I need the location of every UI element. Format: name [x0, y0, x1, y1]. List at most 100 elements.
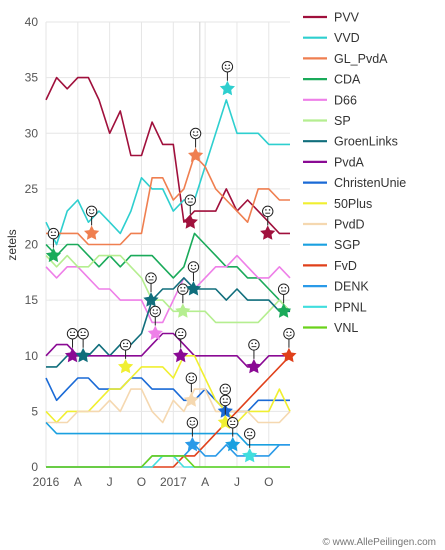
- neutral-face-icon: [175, 328, 187, 340]
- marker-ppnl: [242, 428, 258, 463]
- neutral-face-icon: [145, 272, 157, 284]
- legend-item-ppnl: PPNL: [303, 300, 367, 314]
- y-tick-label: 5: [31, 404, 38, 418]
- marker-pvda: [246, 339, 262, 374]
- face-eye: [69, 331, 72, 334]
- marker-star: [173, 347, 189, 363]
- face-eye: [286, 331, 288, 334]
- marker-star: [64, 347, 81, 363]
- face-eye: [148, 275, 151, 278]
- face-outline: [262, 205, 274, 218]
- x-tick-label: A: [74, 475, 82, 489]
- face-outline: [219, 394, 231, 407]
- legend-label: VVD: [334, 31, 360, 45]
- face-eye: [188, 375, 191, 378]
- neutral-face-icon: [227, 417, 239, 429]
- face-mouth: [152, 312, 159, 315]
- face-mouth: [224, 67, 231, 70]
- marker-cda: [276, 283, 292, 318]
- face-eye: [190, 264, 193, 267]
- face-eye: [73, 331, 76, 334]
- y-tick-label: 25: [25, 182, 39, 196]
- legend-label: PvdD: [334, 218, 365, 232]
- marker-star: [183, 392, 199, 407]
- face-outline: [243, 428, 256, 440]
- legend-label: SGP: [334, 238, 360, 252]
- neutral-face-icon: [77, 328, 89, 340]
- face-eye: [89, 209, 91, 211]
- marker-groenlinks: [75, 328, 91, 363]
- face-eye: [54, 231, 57, 233]
- marker-vvd: [219, 61, 235, 96]
- face-eye: [196, 131, 199, 133]
- face-mouth: [192, 134, 199, 137]
- face-eye: [265, 209, 267, 211]
- legend-item-pvdd: PvdD: [303, 218, 365, 232]
- face-eye: [187, 197, 190, 200]
- face-mouth: [88, 212, 95, 215]
- smile-face-icon: [189, 127, 202, 140]
- face-outline: [277, 283, 290, 295]
- smile-face-icon: [85, 205, 98, 218]
- face-outline: [145, 272, 157, 284]
- legend-label: FvD: [334, 259, 357, 273]
- face-outline: [85, 205, 98, 218]
- face-eye: [268, 209, 271, 211]
- neutral-face-icon: [248, 339, 260, 351]
- face-eye: [80, 331, 83, 334]
- legend-label: GL_PvdA: [334, 52, 388, 66]
- legend-item-vvd: VVD: [303, 31, 360, 45]
- marker-pvda: [173, 328, 189, 363]
- series-line-pvdd: [46, 388, 291, 424]
- face-eye: [92, 209, 95, 211]
- legend-item-christenunie: ChristenUnie: [303, 176, 406, 190]
- face-eye: [284, 286, 287, 289]
- y-axis-title: zetels: [5, 229, 19, 260]
- series-line-d66: [45, 254, 291, 324]
- marker-star: [147, 325, 163, 340]
- legend: PVV VVD GL_PvdA CDA D66 SP GroenLinks PvdA Chris…: [303, 11, 406, 335]
- marker-pvv: [260, 205, 276, 240]
- smile-face-icon: [187, 261, 200, 273]
- neutral-face-icon: [262, 205, 274, 218]
- series-line-vvd: [45, 99, 290, 246]
- x-tick-label: J: [107, 475, 113, 489]
- series-layer: [45, 76, 291, 468]
- grid-layer: [45, 21, 290, 468]
- face-eye: [156, 309, 158, 311]
- marker-star: [260, 225, 276, 240]
- marker-d66: [147, 305, 163, 340]
- marker-groenlinks: [143, 272, 159, 307]
- face-outline: [184, 194, 196, 206]
- face-outline: [219, 383, 231, 396]
- y-tick-label: 0: [31, 460, 38, 474]
- legend-label: PVV: [334, 11, 360, 25]
- y-tick-label: 10: [25, 349, 39, 363]
- face-outline: [77, 328, 89, 340]
- face-eye: [222, 398, 225, 400]
- y-tick-label: 30: [25, 126, 39, 140]
- marker-star: [242, 447, 258, 463]
- legend-item-denk: DENK: [303, 280, 369, 294]
- face-outline: [221, 61, 234, 73]
- marker-fvd: [281, 328, 297, 363]
- series-line-gl_pvda: [46, 154, 290, 246]
- face-eye: [181, 331, 184, 334]
- legend-label: GroenLinks: [334, 135, 398, 149]
- y-tick-label: 20: [25, 238, 39, 252]
- neutral-face-icon: [47, 227, 60, 240]
- neutral-face-icon: [219, 394, 231, 407]
- marker-groenlinks: [185, 261, 202, 296]
- smile-face-icon: [149, 305, 161, 318]
- marker-star: [188, 147, 204, 162]
- face-eye: [251, 342, 253, 345]
- marker-50plus: [118, 339, 134, 374]
- marker-pvdd: [183, 372, 199, 407]
- legend-label: PvdA: [334, 155, 365, 169]
- face-eye: [84, 331, 86, 334]
- marker-star: [246, 358, 262, 374]
- marker-denk: [184, 417, 200, 452]
- face-eye: [194, 264, 197, 267]
